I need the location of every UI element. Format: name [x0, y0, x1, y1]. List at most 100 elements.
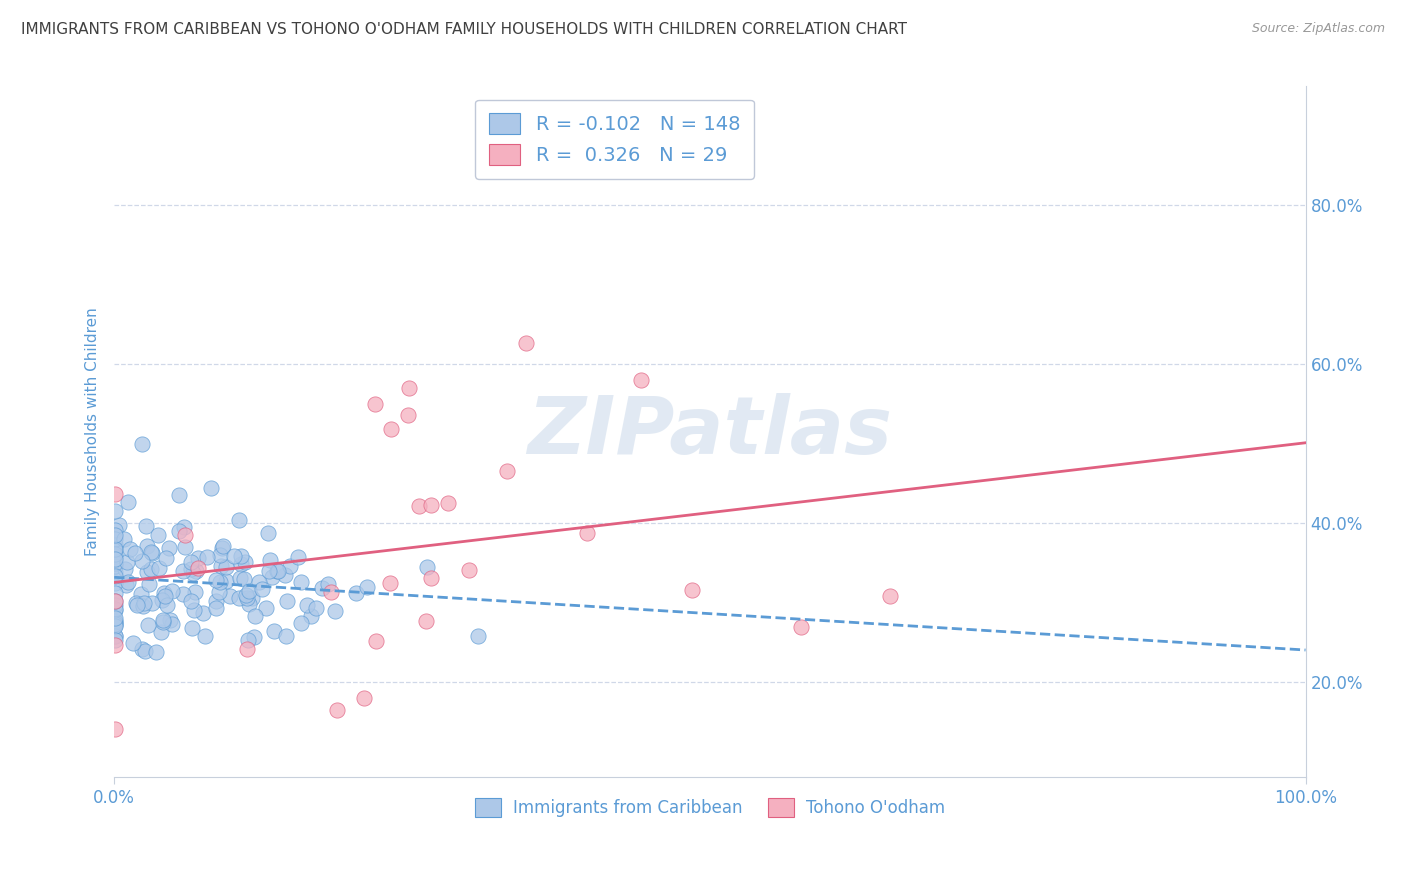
Point: [363, 397, 385, 411]
Point: [344, 586, 367, 600]
Point: [378, 576, 401, 591]
Point: [174, 541, 197, 555]
Point: [353, 690, 375, 705]
Point: [380, 422, 402, 436]
Point: [173, 520, 195, 534]
Point: [172, 587, 194, 601]
Point: [104, 615, 127, 629]
Point: [364, 634, 387, 648]
Point: [104, 617, 127, 632]
Point: [129, 587, 152, 601]
Point: [263, 624, 285, 638]
Point: [135, 539, 157, 553]
Point: [229, 558, 252, 572]
Point: [630, 373, 652, 387]
Point: [104, 541, 127, 556]
Point: [104, 542, 127, 557]
Point: [104, 566, 127, 580]
Point: [139, 545, 162, 559]
Point: [215, 574, 238, 589]
Point: [135, 519, 157, 533]
Point: [211, 541, 233, 555]
Point: [148, 561, 170, 575]
Point: [131, 599, 153, 613]
Point: [153, 585, 176, 599]
Point: [790, 620, 813, 634]
Point: [254, 600, 277, 615]
Text: Source: ZipAtlas.com: Source: ZipAtlas.com: [1251, 22, 1385, 36]
Point: [325, 604, 347, 618]
Text: IMMIGRANTS FROM CARIBBEAN VS TOHONO O'ODHAM FAMILY HOUSEHOLDS WITH CHILDREN CORR: IMMIGRANTS FROM CARIBBEAN VS TOHONO O'OD…: [21, 22, 907, 37]
Point: [238, 583, 260, 598]
Point: [131, 641, 153, 656]
Point: [157, 541, 180, 555]
Point: [180, 594, 202, 608]
Point: [257, 525, 280, 540]
Point: [104, 593, 127, 607]
Legend: Immigrants from Caribbean, Tohono O'odham: Immigrants from Caribbean, Tohono O'odha…: [468, 792, 952, 824]
Point: [235, 641, 257, 656]
Point: [104, 523, 127, 537]
Point: [104, 611, 127, 625]
Point: [236, 633, 259, 648]
Point: [415, 614, 437, 628]
Point: [191, 606, 214, 620]
Point: [159, 613, 181, 627]
Point: [238, 598, 260, 612]
Point: [160, 583, 183, 598]
Point: [114, 562, 136, 576]
Point: [243, 609, 266, 624]
Point: [287, 549, 309, 564]
Point: [115, 577, 138, 591]
Point: [122, 636, 145, 650]
Point: [305, 600, 328, 615]
Point: [180, 556, 202, 570]
Point: [278, 558, 301, 573]
Point: [104, 569, 127, 583]
Point: [274, 629, 297, 643]
Point: [240, 591, 263, 605]
Point: [420, 498, 443, 512]
Point: [141, 596, 163, 610]
Point: [118, 542, 141, 557]
Point: [222, 549, 245, 563]
Point: [205, 601, 228, 615]
Point: [152, 615, 174, 630]
Point: [250, 582, 273, 597]
Point: [228, 591, 250, 605]
Point: [267, 564, 290, 578]
Point: [200, 481, 222, 495]
Point: [104, 629, 127, 643]
Point: [172, 564, 194, 578]
Point: [295, 598, 318, 612]
Point: [207, 584, 229, 599]
Point: [104, 559, 127, 574]
Point: [194, 629, 217, 643]
Point: [233, 555, 256, 569]
Point: [115, 555, 138, 569]
Point: [104, 504, 127, 518]
Point: [205, 573, 228, 587]
Point: [104, 537, 127, 551]
Point: [274, 568, 297, 582]
Y-axis label: Family Households with Children: Family Households with Children: [86, 307, 100, 556]
Point: [104, 629, 127, 643]
Point: [183, 566, 205, 580]
Point: [257, 564, 280, 578]
Point: [396, 408, 419, 422]
Point: [104, 549, 127, 563]
Point: [104, 575, 127, 590]
Point: [167, 524, 190, 538]
Point: [299, 608, 322, 623]
Point: [181, 621, 204, 635]
Point: [319, 585, 342, 599]
Point: [104, 602, 127, 616]
Point: [134, 643, 156, 657]
Point: [136, 618, 159, 632]
Point: [141, 546, 163, 560]
Point: [419, 571, 441, 585]
Point: [183, 603, 205, 617]
Point: [104, 722, 127, 736]
Point: [104, 487, 127, 501]
Point: [496, 464, 519, 478]
